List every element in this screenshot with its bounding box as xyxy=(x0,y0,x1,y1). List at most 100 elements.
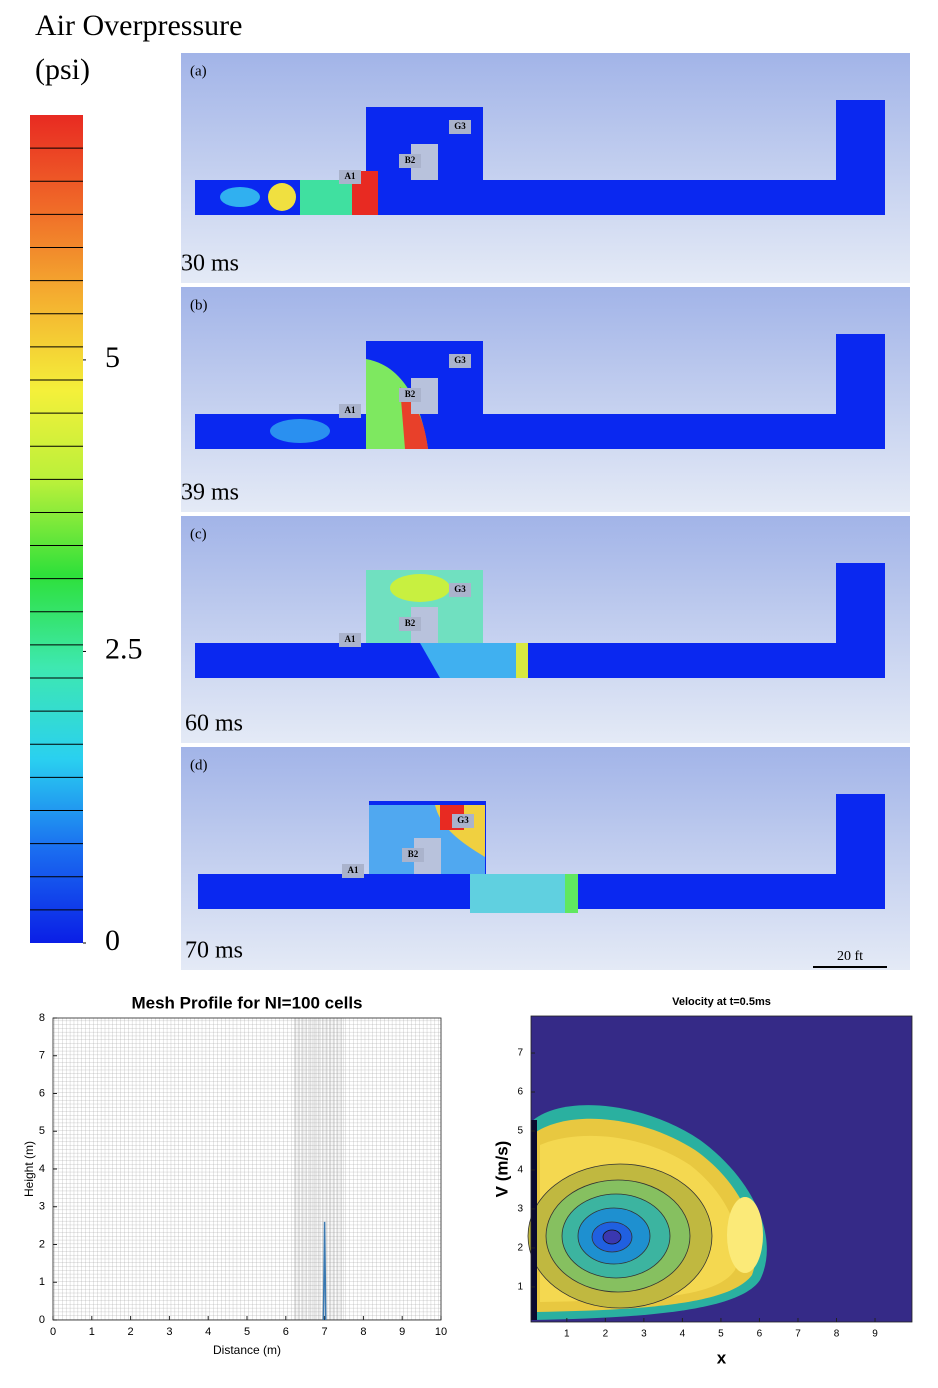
chart-title: Mesh Profile for NI=100 cells xyxy=(131,993,362,1012)
x-tick-label: 4 xyxy=(680,1329,686,1340)
x-tick-label: 0 xyxy=(50,1326,56,1338)
colorbar-unit: (psi) xyxy=(35,53,90,86)
gauge-label: A1 xyxy=(348,865,359,875)
x-tick-label: 1 xyxy=(89,1326,95,1338)
panel-bg xyxy=(181,53,910,283)
chart-title: Velocity at t=0.5ms xyxy=(672,996,771,1008)
panel-letter: (a) xyxy=(190,63,207,79)
pressure-field xyxy=(220,187,260,207)
contour-fill xyxy=(527,1016,912,1322)
y-tick-label: 4 xyxy=(39,1163,45,1175)
pressure-field xyxy=(565,874,578,913)
y-tick-label: 2 xyxy=(517,1243,523,1254)
panel-time: 70 ms xyxy=(185,938,243,964)
gauge-label: A1 xyxy=(345,405,356,415)
gauge-label: A1 xyxy=(345,171,356,181)
y-tick-label: 3 xyxy=(517,1204,523,1215)
colorbar-tick-label: 5 xyxy=(105,341,120,374)
x-tick-label: 6 xyxy=(283,1326,289,1338)
pressure-field xyxy=(270,419,330,443)
pressure-field xyxy=(268,183,296,211)
colorbar-tick-label: 0 xyxy=(105,924,120,957)
y-axis-label: V (m/s) xyxy=(492,1141,511,1198)
gauge-label: B2 xyxy=(405,618,416,628)
panel-time: 39 ms xyxy=(181,480,239,506)
gauge-label: G3 xyxy=(457,815,469,825)
x-axis-label: x xyxy=(717,1348,727,1367)
x-tick-label: 8 xyxy=(360,1326,366,1338)
x-tick-label: 8 xyxy=(834,1329,840,1340)
pressure-field xyxy=(390,574,450,602)
gauge-box xyxy=(449,354,471,368)
y-tick-label: 7 xyxy=(39,1050,45,1062)
mesh-spike xyxy=(322,1221,327,1321)
gauge-box xyxy=(399,388,421,402)
panel-time: 60 ms xyxy=(185,711,243,737)
colorbar-title: Air Overpressure xyxy=(35,9,242,42)
gauge-box xyxy=(342,864,364,878)
colorbar xyxy=(30,115,83,943)
y-axis-label: Height (m) xyxy=(22,1141,36,1197)
y-tick-label: 5 xyxy=(517,1126,523,1137)
x-tick-label: 5 xyxy=(244,1326,250,1338)
x-tick-label: 7 xyxy=(795,1329,801,1340)
x-tick-label: 2 xyxy=(603,1329,609,1340)
sim-panel: (d) 70 ms A1 B2 G3 xyxy=(181,747,910,970)
x-tick-label: 10 xyxy=(435,1326,447,1338)
y-tick-label: 1 xyxy=(517,1282,523,1293)
scale-bar-label: 20 ft xyxy=(837,949,863,964)
panel-letter: (d) xyxy=(190,757,208,773)
y-tick-label: 6 xyxy=(39,1087,45,1099)
panel-time: 30 ms xyxy=(181,251,239,277)
y-tick-label: 8 xyxy=(39,1012,45,1024)
pressure-field xyxy=(516,643,528,678)
x-tick-label: 7 xyxy=(322,1326,328,1338)
gauge-box xyxy=(399,617,421,631)
x-tick-label: 3 xyxy=(641,1329,647,1340)
x-tick-label: 1 xyxy=(564,1329,570,1340)
gauge-box xyxy=(339,170,361,184)
y-tick-label: 6 xyxy=(517,1087,523,1098)
gauge-box xyxy=(399,154,421,168)
colorbar-tick-label: 2.5 xyxy=(105,632,143,665)
panel-bg xyxy=(181,516,910,743)
panel-letter: (b) xyxy=(190,297,208,313)
gauge-label: G3 xyxy=(454,121,466,131)
gauge-box xyxy=(452,814,474,828)
y-tick-label: 0 xyxy=(39,1314,45,1326)
pressure-field xyxy=(300,180,355,215)
y-tick-label: 4 xyxy=(517,1165,523,1176)
gauge-box xyxy=(449,583,471,597)
y-tick-label: 7 xyxy=(517,1048,523,1059)
panel-bg xyxy=(181,287,910,512)
gauge-label: G3 xyxy=(454,584,466,594)
gauge-box xyxy=(449,120,471,134)
y-tick-label: 1 xyxy=(39,1276,45,1288)
gauge-label: B2 xyxy=(405,155,416,165)
gauge-box xyxy=(339,633,361,647)
x-tick-label: 5 xyxy=(718,1329,724,1340)
gauge-label: G3 xyxy=(454,355,466,365)
x-tick-label: 9 xyxy=(399,1326,405,1338)
y-tick-label: 5 xyxy=(39,1125,45,1137)
pressure-field xyxy=(470,874,578,913)
gauge-box xyxy=(339,404,361,418)
x-tick-label: 3 xyxy=(166,1326,172,1338)
gauge-label: B2 xyxy=(405,389,416,399)
x-tick-label: 6 xyxy=(757,1329,763,1340)
gauge-box xyxy=(402,848,424,862)
y-tick-label: 3 xyxy=(39,1201,45,1213)
x-tick-label: 9 xyxy=(872,1329,878,1340)
pressure-field xyxy=(420,643,528,678)
mesh-grid xyxy=(53,1018,441,1320)
panel-letter: (c) xyxy=(190,526,207,542)
x-tick-label: 2 xyxy=(128,1326,134,1338)
gauge-label: A1 xyxy=(345,634,356,644)
y-tick-label: 2 xyxy=(39,1238,45,1250)
pressure-field xyxy=(400,387,428,449)
gauge-label: B2 xyxy=(408,849,419,859)
panel-bg xyxy=(181,747,910,970)
sim-panel: (c) 60 ms A1 B2 G3 xyxy=(181,516,910,743)
sim-panel: (a) 30 ms A1 B2 G3 xyxy=(181,53,910,283)
